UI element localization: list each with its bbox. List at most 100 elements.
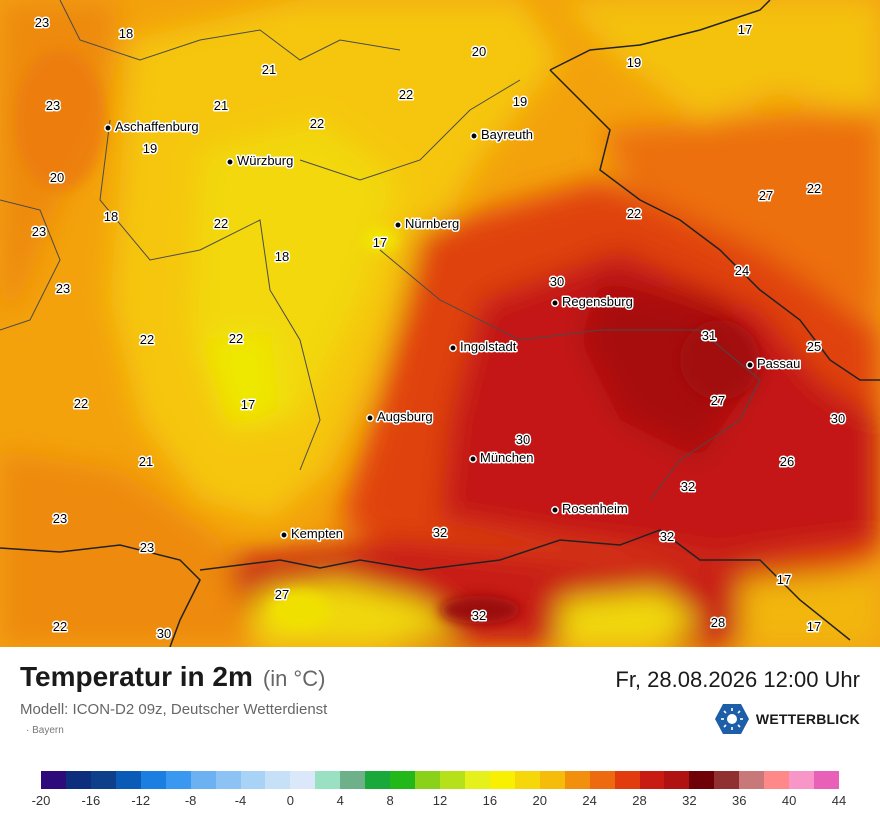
temperature-value: 17 (777, 572, 791, 587)
legend-swatch (265, 771, 291, 789)
temperature-value: 20 (472, 44, 486, 59)
temperature-value: 30 (516, 432, 530, 447)
temperature-value: 32 (660, 529, 674, 544)
city-marker: Regensburg (551, 293, 634, 311)
temperature-value: 31 (702, 328, 716, 343)
color-legend (41, 771, 839, 789)
legend-tick-label: 32 (682, 793, 697, 808)
legend-tick-label: 40 (781, 793, 797, 808)
legend-swatch (689, 771, 715, 789)
city-dot (551, 506, 559, 514)
temperature-value: 18 (104, 209, 118, 224)
legend-tick-label: 8 (386, 793, 394, 808)
legend-swatch (714, 771, 740, 789)
legend-swatch (41, 771, 66, 789)
legend-swatch (764, 771, 790, 789)
temperature-value: 19 (627, 55, 641, 70)
wetterblick-logo-icon (714, 704, 749, 734)
legend-swatch (340, 771, 366, 789)
legend-tick-label: -4 (234, 793, 247, 808)
temperature-value: 30 (831, 411, 845, 426)
legend-tick-label: -12 (131, 793, 151, 808)
city-name: Nürnberg (405, 216, 459, 231)
temperature-value: 22 (310, 116, 324, 131)
city-dot (746, 361, 754, 369)
temperature-value: 22 (399, 87, 413, 102)
legend-swatch (489, 771, 515, 789)
city-marker: Augsburg (366, 408, 434, 426)
temperature-value: 27 (711, 393, 725, 408)
temperature-value: 24 (735, 263, 749, 278)
temperature-value: 30 (550, 274, 564, 289)
temperature-value: 23 (35, 15, 49, 30)
legend-swatch (539, 771, 565, 789)
legend-swatch (440, 771, 465, 789)
city-dot (449, 344, 457, 352)
temperature-value: 32 (681, 479, 695, 494)
temperature-value: 32 (433, 525, 447, 540)
temperature-field (0, 0, 880, 647)
temperature-value: 21 (139, 454, 153, 469)
temperature-value: 30 (157, 626, 171, 641)
map-canvas: 23 18 21 20 17 19 23 21 22 19 22 19 20 27 22 18 22 22 23 17… (0, 0, 880, 647)
legend-swatch (415, 771, 440, 789)
legend-swatch (240, 771, 266, 789)
legend-tick-label: 24 (582, 793, 597, 808)
temperature-value: 18 (119, 26, 133, 41)
legend-swatch (614, 771, 640, 789)
legend-swatch (639, 771, 665, 789)
legend-tick-label: 20 (532, 793, 547, 808)
city-name: Kempten (291, 526, 343, 541)
legend-swatch (514, 771, 540, 789)
footer: Temperatur in 2m (in °C) Modell: ICON-D2 … (0, 647, 880, 830)
legend-swatch (365, 771, 391, 789)
city-dot (104, 124, 112, 132)
city-name: Aschaffenburg (115, 119, 199, 134)
legend-ticks: -20 -16 -12 -8 -4 0 4 8 12 16 20 24 28 32 36 40 44 (32, 793, 847, 809)
temperature-detail (15, 50, 760, 630)
forecast-datetime: Fr, 28.08.2026 12:00 Uhr (615, 667, 860, 692)
legend-tick-label: -8 (184, 793, 197, 808)
legend-swatch (115, 771, 141, 789)
temperature-value: 22 (53, 619, 67, 634)
temperature-value: 21 (262, 62, 276, 77)
city-dot (470, 132, 478, 140)
legend-swatch (814, 771, 839, 789)
temperature-value: 17 (738, 22, 752, 37)
city-name: München (480, 450, 533, 465)
city-dot (551, 299, 559, 307)
city-name: Augsburg (377, 409, 433, 424)
region-label: · Bayern (26, 725, 64, 736)
legend-swatch (190, 771, 216, 789)
unit-label: (in °C) (262, 666, 326, 691)
temperature-value: 26 (780, 454, 794, 469)
temperature-value: 32 (472, 608, 486, 623)
temperature-value: 23 (32, 224, 46, 239)
temperature-value: 22 (807, 181, 821, 196)
temperature-value: 23 (46, 98, 60, 113)
temperature-value: 25 (807, 339, 821, 354)
legend-swatch (290, 771, 316, 789)
city-name: Bayreuth (481, 127, 533, 142)
temperature-map: 23 18 21 20 17 19 23 21 22 19 22 19 20 27 22 18 22 22 23 17… (0, 0, 880, 647)
temperature-value: 18 (275, 249, 289, 264)
temperature-value: 22 (229, 331, 243, 346)
temperature-values: 23 18 21 20 17 19 23 21 22 19 22 19 20 27 22 18 22 22 23 17… (30, 14, 846, 643)
temperature-value: 17 (807, 619, 821, 634)
legend-tick-label: 36 (732, 793, 747, 808)
city-marker: Passau (746, 355, 802, 373)
city-name: Rosenheim (562, 501, 628, 516)
legend-swatch (739, 771, 765, 789)
city-marker: Nürnberg (394, 215, 461, 233)
legend-tick-label: 16 (482, 793, 498, 808)
temperature-value: 22 (74, 396, 88, 411)
city-markers: Aschaffenburg Würzburg Bayreuth Nürnberg Reg… (104, 118, 802, 543)
legend-tick-label: 28 (632, 793, 647, 808)
legend-tick-label: -16 (81, 793, 101, 808)
city-marker: Würzburg (226, 152, 295, 170)
legend-tick-label: 0 (286, 793, 294, 808)
temperature-value: 28 (711, 615, 725, 630)
temperature-value: 23 (140, 540, 154, 555)
legend-swatch (664, 771, 690, 789)
legend-swatch (564, 771, 590, 789)
